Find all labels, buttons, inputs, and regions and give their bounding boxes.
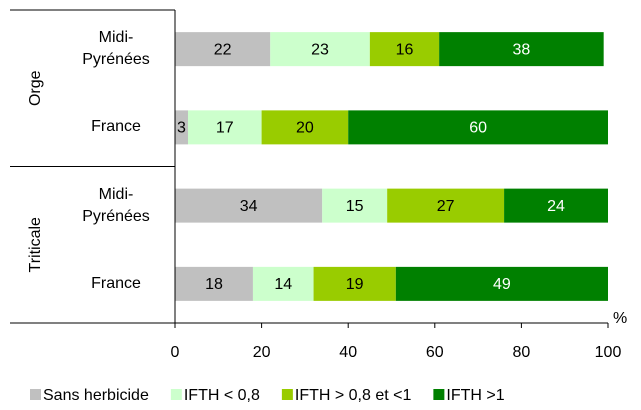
legend-label: IFTH > 0,8 et <1	[295, 387, 412, 404]
bar-segment	[395, 266, 608, 301]
bar-segment	[252, 266, 314, 301]
bar-segment	[313, 266, 396, 301]
category-label: France	[91, 274, 141, 292]
value-label: 3	[177, 120, 186, 137]
legend-swatch	[170, 389, 182, 400]
x-axis-label: %	[613, 310, 627, 327]
legend-swatch	[281, 389, 293, 400]
x-tick-label: 0	[171, 344, 180, 361]
value-label: 23	[311, 41, 329, 58]
legend-label: IFTH < 0,8	[184, 387, 260, 404]
x-tick-label: 100	[595, 344, 622, 361]
category-label: France	[91, 118, 141, 136]
value-label: 24	[547, 198, 565, 215]
x-tick-label: 20	[253, 344, 271, 361]
legend-label: Sans herbicide	[43, 387, 149, 404]
bar-segment	[175, 188, 323, 223]
value-label: 19	[346, 276, 364, 293]
value-label: 27	[437, 198, 455, 215]
value-label: 18	[205, 276, 223, 293]
x-tick-label: 40	[339, 344, 357, 361]
category-label: Midi-Pyrénées	[82, 29, 150, 69]
bar-segment	[387, 188, 505, 223]
bar-segment	[369, 32, 440, 67]
x-tick-label: 80	[513, 344, 531, 361]
legend-swatch	[30, 389, 41, 400]
bar-segment	[175, 32, 271, 67]
category-label: Midi-Pyrénées	[82, 185, 150, 225]
value-label: 34	[240, 198, 258, 215]
value-label: 22	[214, 41, 232, 58]
value-label: 49	[493, 276, 511, 293]
bar-segment	[175, 266, 253, 301]
value-label: 15	[346, 198, 364, 215]
value-label: 60	[469, 120, 487, 137]
legend-label: IFTH >1	[446, 387, 504, 404]
value-label: 38	[513, 41, 531, 58]
group-label: Triticale	[27, 217, 44, 273]
bar-segment	[270, 32, 370, 67]
value-label: 16	[396, 41, 414, 58]
bar-segment	[187, 110, 262, 145]
bar-segment	[504, 188, 608, 223]
value-label: 20	[296, 120, 314, 137]
bar-segment	[439, 32, 604, 67]
bar-segment	[348, 110, 608, 145]
bar-segment	[261, 110, 349, 145]
value-label: 17	[216, 120, 234, 137]
bar-segment	[322, 188, 388, 223]
value-label: 14	[274, 276, 292, 293]
bar-segment	[175, 110, 188, 145]
legend-swatch	[433, 389, 445, 400]
x-tick-label: 60	[426, 344, 444, 361]
group-label: Orge	[27, 70, 44, 106]
